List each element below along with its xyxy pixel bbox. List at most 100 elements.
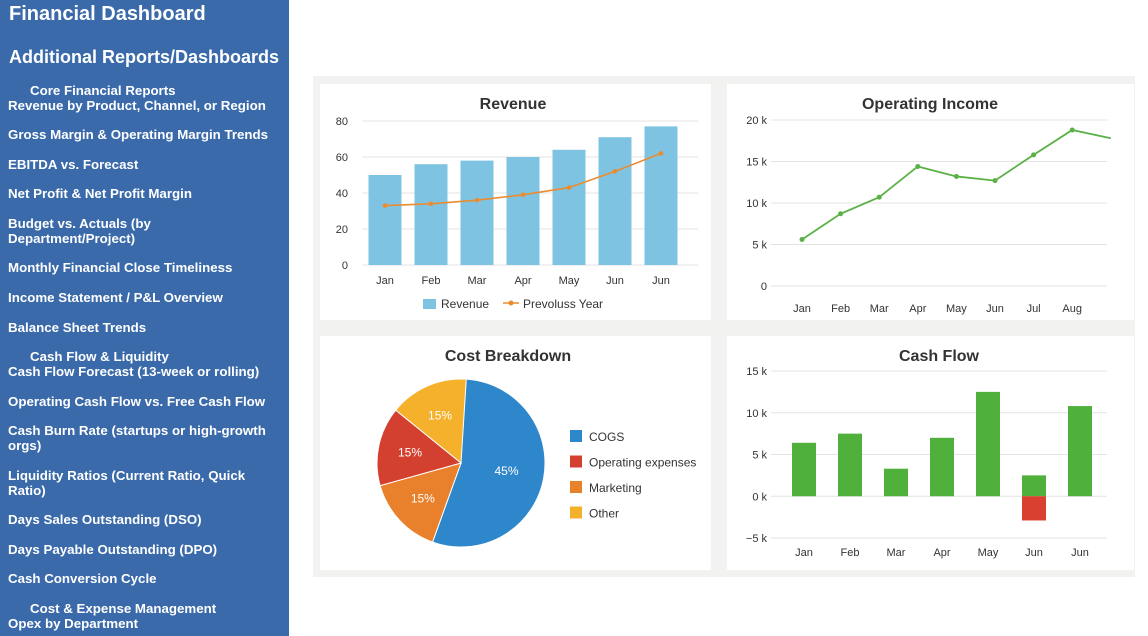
x-tick-label: May	[946, 303, 967, 315]
x-tick-label: Jun	[1025, 547, 1043, 559]
cash-flow-bar	[884, 468, 908, 497]
sidebar-item-label: Opex by Department	[8, 616, 139, 631]
operating-income-chart: Operating Income 0 5 k 10 k 15 k 20 k Jan Feb…	[746, 96, 1111, 315]
y-tick-label: 5 k	[752, 240, 767, 252]
sidebar-item-balance-sheet[interactable]: Balance Sheet Trends	[8, 320, 280, 335]
chart-legend: Revenue Prevoluss Year	[423, 297, 603, 311]
revenue-card: Revenue 0 20 40 60 80 Jan Feb Mar Apr May Jun Jun …	[320, 84, 711, 320]
app-title: Financial Dashboard	[9, 3, 206, 25]
x-tick-label: Jun	[652, 275, 670, 287]
pie-slice	[379, 462, 462, 543]
sidebar-item-monthly-close[interactable]: Monthly Financial Close Timeliness	[8, 260, 280, 275]
sidebar-item-budget-vs-actuals[interactable]: Budget vs. Actuals (by Department/Projec…	[8, 216, 208, 246]
operating-income-point	[876, 194, 882, 200]
sidebar-item-liquidity-ratios[interactable]: Liquidity Ratios (Current Ratio, Quick R…	[8, 468, 280, 498]
chart-title: Operating Income	[862, 96, 998, 113]
x-tick-label: Feb	[831, 303, 850, 315]
y-tick-label: 80	[336, 116, 348, 128]
sidebar-item-label: Net Profit & Net Profit Margin	[8, 186, 192, 201]
cash-flow-bar	[930, 437, 954, 497]
revenue-bar	[598, 137, 632, 265]
chart-title: Revenue	[480, 96, 547, 113]
sidebar-item-cash-burn-rate[interactable]: Cash Burn Rate (startups or high-growth …	[8, 423, 280, 453]
pie-slice-label: 15%	[411, 491, 435, 505]
sidebar-item-opex-by-department[interactable]: Cost & Expense Management Opex by Depart…	[8, 601, 280, 631]
y-tick-label: 40	[336, 188, 348, 200]
x-tick-label: May	[559, 275, 580, 287]
legend-swatch	[570, 430, 582, 442]
x-tick-label: Aug	[1062, 303, 1082, 315]
sidebar-item-dso[interactable]: Days Sales Outstanding (DSO)	[8, 512, 280, 527]
operating-income-point	[1069, 127, 1075, 133]
previous-year-point	[612, 169, 618, 174]
sidebar-item-label: Cash Conversion Cycle	[8, 571, 157, 586]
cash-flow-negative-bar	[1022, 496, 1046, 521]
x-tick-label: Apr	[909, 303, 926, 315]
y-tick-label: 15 k	[746, 366, 767, 378]
cash-flow-bar	[838, 433, 862, 497]
legend-label: Marketing	[589, 481, 642, 495]
x-tick-label: Jun	[606, 275, 624, 287]
sidebar-item-ebitda[interactable]: EBITDA vs. Forecast	[8, 157, 280, 172]
legend-label-previous-year: Prevoluss Year	[523, 297, 603, 311]
legend-swatch-revenue	[423, 299, 436, 309]
y-tick-label: 15 k	[746, 157, 767, 169]
pie-slice	[376, 409, 463, 487]
cost-breakdown-chart: Cost Breakdown 45% 15% 15% 15% COGS Operatin…	[376, 348, 696, 548]
cash-flow-chart: Cash Flow −5 k 0 k 5 k 10 k 15 k Jan Feb Mar Ap…	[746, 348, 1107, 559]
sidebar-item-label: Revenue by Product, Channel, or Region	[8, 98, 266, 113]
legend-swatch	[570, 481, 582, 493]
pie-slice	[395, 378, 467, 464]
x-tick-label: Mar	[468, 275, 487, 287]
pie-slice-label: 45%	[494, 464, 518, 478]
sidebar-item-label: Liquidity Ratios (Current Ratio, Quick R…	[8, 468, 246, 498]
x-tick-label: Mar	[870, 303, 889, 315]
x-tick-label: Jul	[1027, 303, 1041, 315]
x-tick-label: Jun	[1071, 547, 1089, 559]
revenue-bar	[414, 164, 448, 265]
cash-flow-bar	[976, 391, 1000, 497]
sidebar-item-net-profit[interactable]: Net Profit & Net Profit Margin	[8, 186, 280, 201]
operating-income-point	[992, 178, 998, 184]
sidebar-group-heading: Cost & Expense Management	[30, 601, 217, 616]
x-tick-label: May	[978, 547, 999, 559]
sidebar-item-cash-flow-forecast[interactable]: Cash Flow & Liquidity Cash Flow Forecast…	[8, 349, 280, 379]
y-tick-label: 10 k	[746, 408, 767, 420]
operating-income-point	[799, 237, 805, 243]
x-tick-label: Jan	[795, 547, 813, 559]
pie-slice-label: 15%	[398, 445, 422, 459]
operating-income-card: Operating Income 0 5 k 10 k 15 k 20 k Jan Feb…	[727, 84, 1134, 320]
sidebar-item-label: Days Payable Outstanding (DPO)	[8, 542, 218, 557]
x-tick-label: Apr	[514, 275, 531, 287]
y-tick-label: 0	[342, 260, 348, 272]
previous-year-point	[658, 151, 664, 156]
y-tick-label: 60	[336, 152, 348, 164]
revenue-bar	[368, 175, 402, 265]
sidebar-item-label: Operating Cash Flow vs. Free Cash Flow	[8, 394, 266, 409]
y-tick-label: 20	[336, 224, 348, 236]
revenue-bar	[460, 160, 494, 265]
legend-swatch	[570, 455, 582, 468]
legend-marker-previous-year	[508, 300, 514, 306]
previous-year-point	[520, 192, 526, 198]
sidebar-item-label: EBITDA vs. Forecast	[8, 157, 139, 172]
sidebar-item-income-statement[interactable]: Income Statement / P&L Overview	[8, 290, 280, 305]
sidebar-item-gross-margin[interactable]: Gross Margin & Operating Margin Trends	[8, 127, 280, 142]
sidebar-item-label: Gross Margin & Operating Margin Trends	[8, 127, 269, 142]
x-tick-label: Apr	[933, 547, 950, 559]
y-tick-label: 10 k	[746, 198, 767, 210]
sidebar-item-revenue-by-product[interactable]: Core Financial Reports Revenue by Produc…	[8, 83, 280, 113]
x-tick-label: Feb	[841, 547, 860, 559]
cash-flow-bar	[1022, 475, 1046, 497]
sidebar-group-heading: Cash Flow & Liquidity	[30, 349, 169, 364]
sidebar-item-label: Days Sales Outstanding (DSO)	[8, 512, 202, 527]
sidebar-item-operating-cash-flow[interactable]: Operating Cash Flow vs. Free Cash Flow	[8, 394, 280, 409]
operating-income-line	[801, 129, 1111, 241]
sidebar-section-title: Additional Reports/Dashboards	[9, 47, 280, 67]
x-tick-label: Mar	[887, 547, 906, 559]
sidebar-item-label: Balance Sheet Trends	[8, 320, 147, 335]
sidebar-item-dpo[interactable]: Days Payable Outstanding (DPO)	[8, 542, 280, 557]
sidebar-item-cash-conversion-cycle[interactable]: Cash Conversion Cycle	[8, 571, 280, 586]
operating-income-point	[953, 173, 959, 179]
